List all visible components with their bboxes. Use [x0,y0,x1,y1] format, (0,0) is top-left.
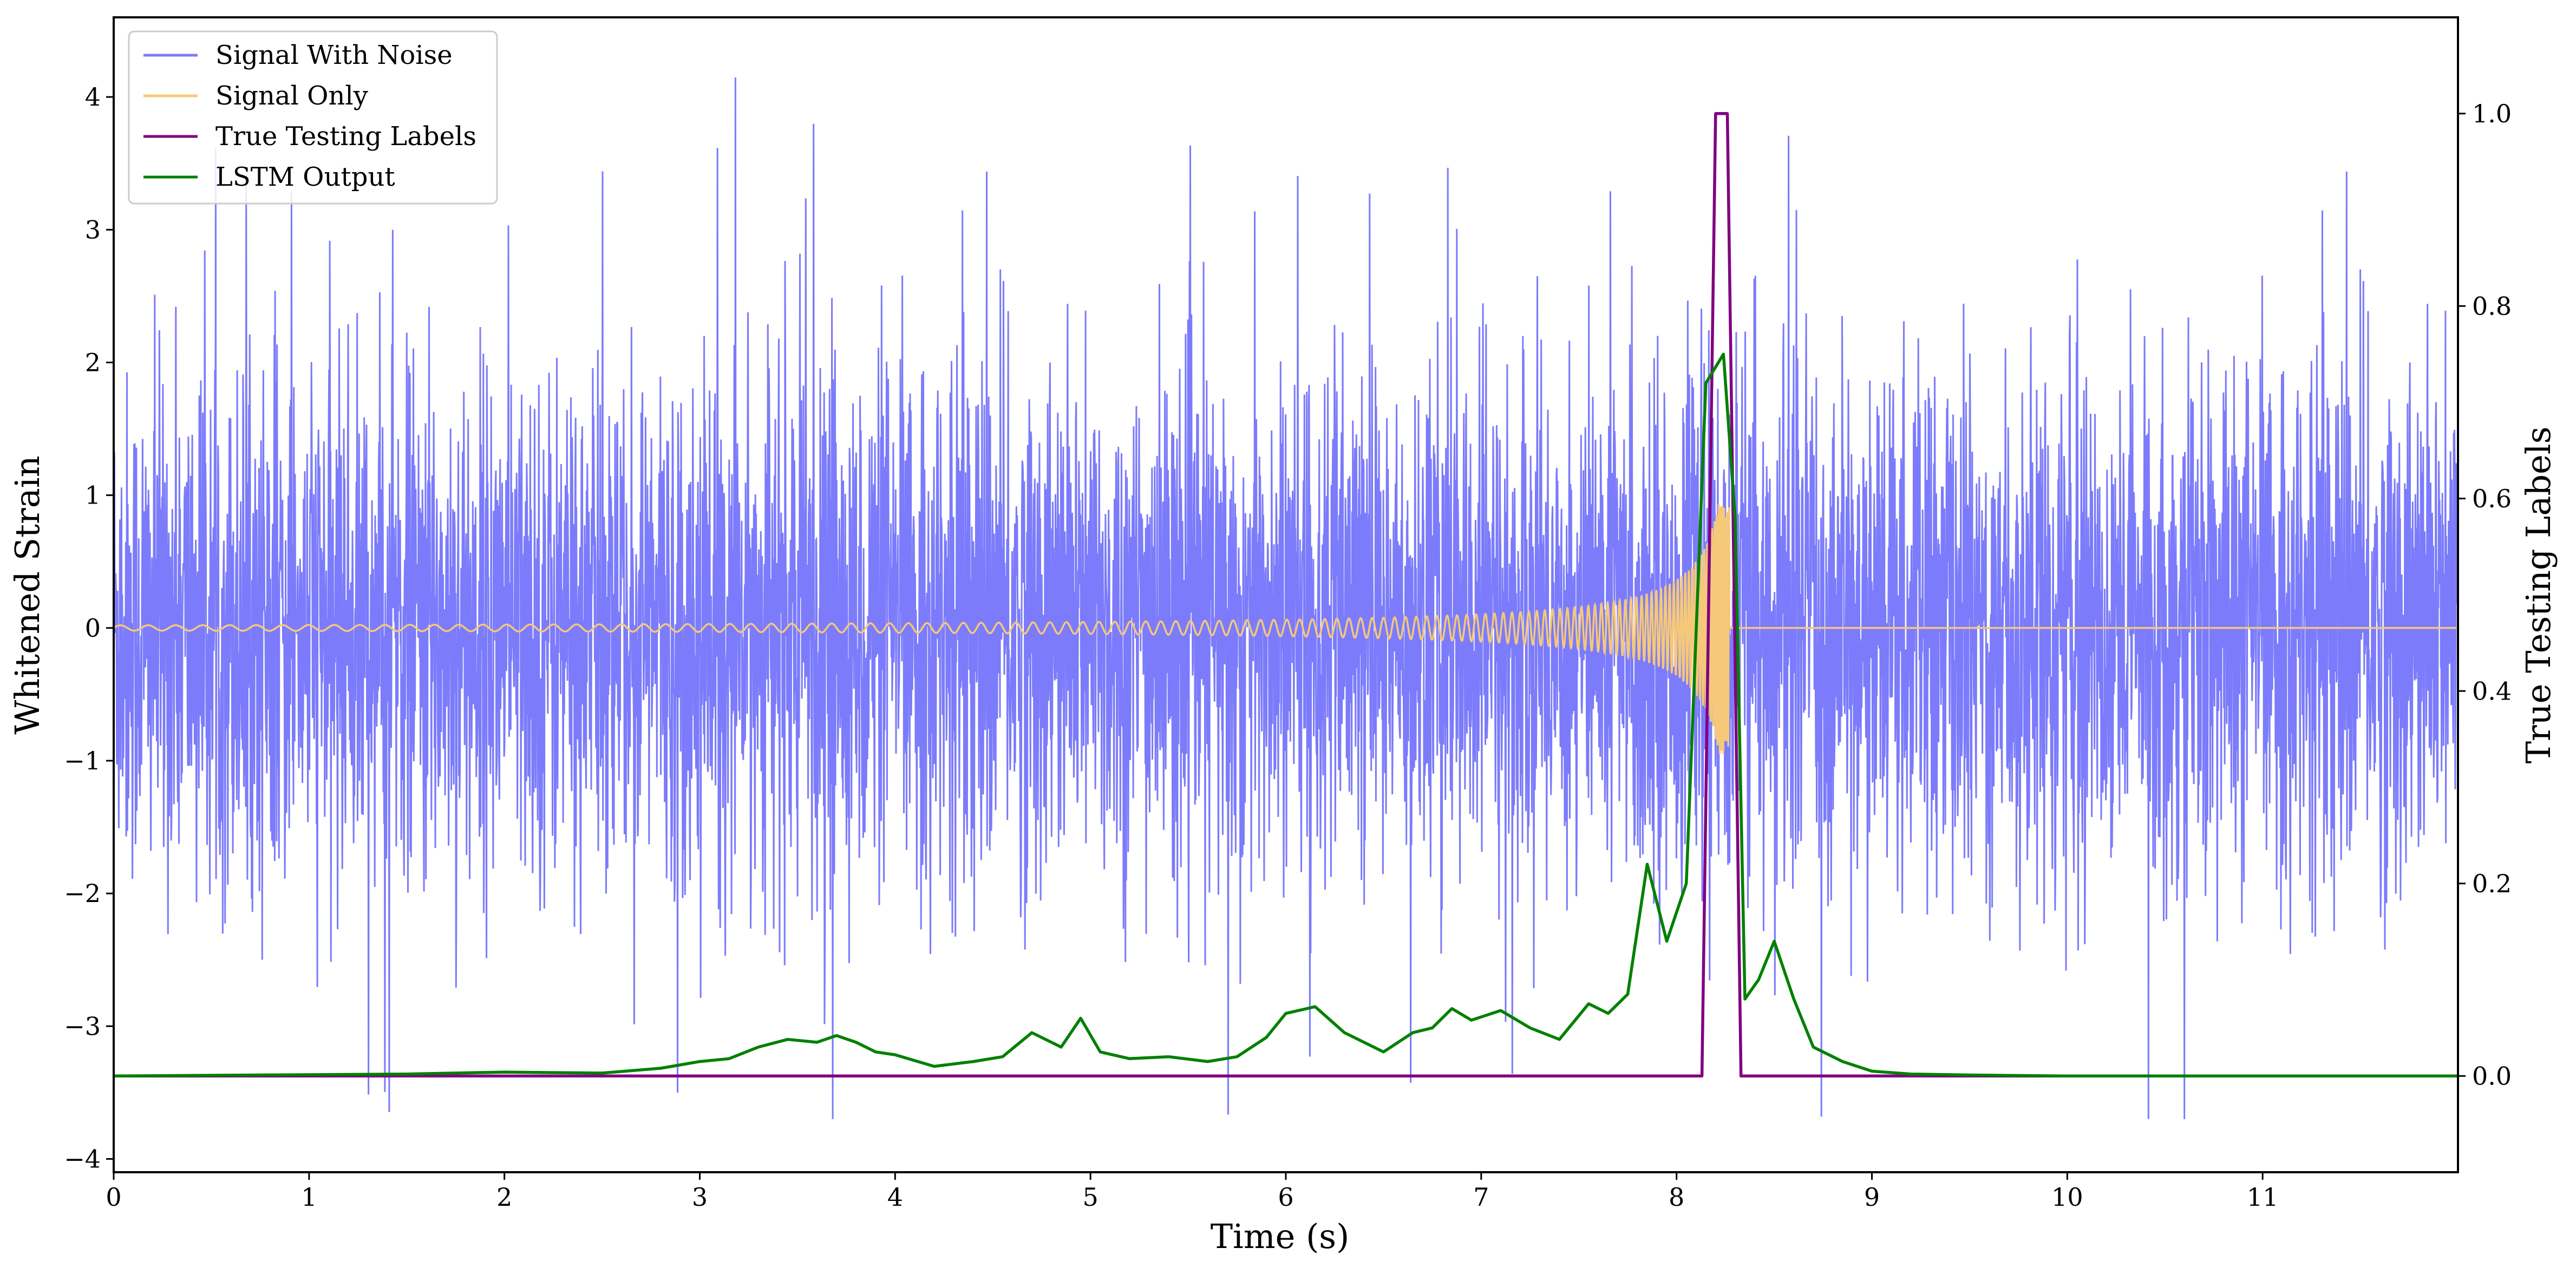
legend: Signal With Noise Signal Only True Testi… [128,30,498,205]
y-tick-label: 4 [85,82,101,112]
legend-label-lstm-output: LSTM Output [215,162,395,192]
y-tick-label: −3 [64,1011,101,1041]
legend-label-true-testing-labels: True Testing Labels [215,121,476,152]
signal-with-noise-line [114,77,2458,1119]
x-tick-label: 10 [2051,1182,2083,1212]
x-tick-label: 7 [1473,1182,1489,1212]
series-signal-only [114,504,2458,754]
x-tick-label: 0 [106,1182,121,1212]
series-lstm-output [114,352,2458,1078]
y2-tick-label: 0.0 [2472,1061,2512,1090]
x-tick-label: 2 [496,1182,512,1212]
x-tick-label: 4 [887,1182,903,1212]
series-true-testing-labels [114,112,2458,1078]
y-axis-ticks: −4 −3 −2 −1 0 1 2 3 4 [64,82,114,1173]
y2-tick-label: 0.4 [2472,676,2512,705]
y-tick-label: 3 [85,215,101,244]
x-tick-label: 5 [1083,1182,1099,1212]
y-axis-title: Whitened Strain [8,456,47,735]
x-tick-label: 3 [692,1182,708,1212]
legend-label-signal-only: Signal Only [215,81,368,111]
x-tick-label: 8 [1669,1182,1684,1212]
y2-tick-label: 1.0 [2472,99,2512,128]
y-tick-label: 2 [85,348,101,377]
y-tick-label: −2 [64,879,101,908]
y-tick-label: −1 [64,746,101,775]
legend-label-signal-with-noise: Signal With Noise [215,40,453,70]
x-axis-ticks: 0 1 2 3 4 5 6 7 8 9 10 11 [106,1172,2278,1212]
y2-tick-label: 0.2 [2472,869,2512,898]
y-tick-label: 1 [85,481,101,510]
x-tick-label: 1 [301,1182,317,1212]
x-tick-label: 11 [2247,1182,2279,1212]
y-tick-label: 0 [85,613,101,643]
true-testing-labels-line [114,112,2458,1078]
x-axis-title: Time (s) [1211,1217,1350,1256]
y2-axis-ticks: 0.0 0.2 0.4 0.6 0.8 1.0 [2458,99,2512,1090]
x-tick-label: 6 [1278,1182,1293,1212]
lstm-output-line [114,352,2458,1078]
legend-box [128,30,498,205]
y2-axis-title: True Testing Labels [2519,427,2558,764]
y-tick-label: −4 [64,1144,101,1173]
x-tick-label: 9 [1864,1182,1880,1212]
series-signal-with-noise [114,77,2458,1119]
y2-tick-label: 0.6 [2472,484,2512,513]
signal-only-line [114,504,2458,754]
y2-tick-label: 0.8 [2472,291,2512,321]
